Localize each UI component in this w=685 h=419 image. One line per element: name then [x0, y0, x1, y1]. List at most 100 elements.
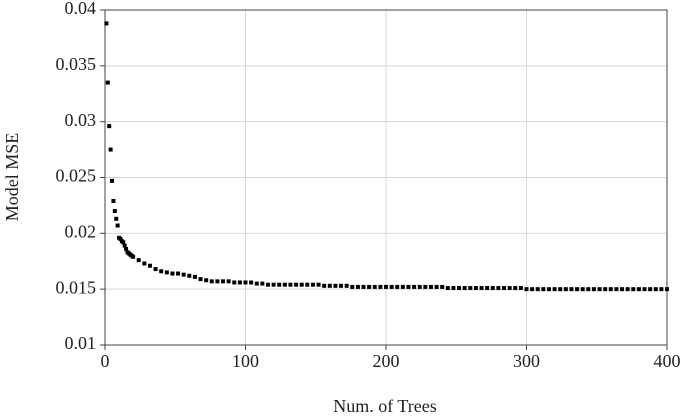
point	[111, 198, 116, 203]
x-axis-title: Num. of Trees	[333, 396, 437, 416]
point	[282, 282, 287, 287]
point	[294, 282, 299, 287]
point	[552, 287, 557, 292]
point	[271, 282, 276, 287]
point	[107, 124, 112, 129]
point	[198, 277, 203, 282]
point	[625, 287, 630, 292]
point	[642, 287, 647, 292]
point	[496, 286, 501, 291]
point	[104, 21, 109, 26]
point	[226, 279, 231, 284]
point	[288, 282, 293, 287]
point	[417, 284, 422, 289]
point	[412, 284, 417, 289]
point	[653, 287, 658, 292]
point	[580, 287, 585, 292]
point	[350, 284, 355, 289]
point	[209, 279, 214, 284]
point	[105, 80, 110, 85]
point	[608, 287, 613, 292]
point	[479, 286, 484, 291]
point	[428, 284, 433, 289]
point	[524, 287, 529, 292]
point	[327, 283, 332, 288]
point	[333, 283, 338, 288]
point	[507, 286, 512, 291]
point	[192, 274, 197, 279]
x-tick-label: 0	[101, 351, 110, 371]
x-tick-label: 300	[513, 351, 540, 371]
point	[243, 280, 248, 285]
point	[423, 284, 428, 289]
point	[305, 282, 310, 287]
point	[237, 280, 242, 285]
point	[384, 284, 388, 289]
point	[142, 261, 147, 266]
y-tick-label: 0.03	[65, 110, 97, 130]
point	[535, 287, 540, 292]
point	[339, 283, 344, 288]
point	[367, 284, 372, 289]
point	[136, 258, 141, 263]
x-tick-label: 100	[232, 351, 259, 371]
point	[187, 273, 192, 278]
point	[110, 178, 115, 183]
point	[260, 281, 265, 286]
point	[153, 267, 158, 272]
point	[518, 286, 523, 291]
point	[440, 284, 445, 289]
point	[310, 282, 315, 287]
point	[115, 223, 120, 228]
point	[147, 263, 152, 268]
point	[118, 236, 123, 241]
point	[221, 279, 226, 284]
y-tick-label: 0.01	[65, 333, 97, 353]
point	[249, 280, 254, 285]
point	[620, 287, 625, 292]
point	[176, 271, 181, 276]
y-axis-title: Model MSE	[2, 133, 22, 222]
point	[445, 286, 450, 291]
point	[344, 283, 349, 288]
point	[395, 284, 400, 289]
point	[181, 272, 186, 277]
point	[204, 278, 209, 283]
point	[124, 246, 129, 251]
point	[502, 286, 507, 291]
point	[108, 147, 113, 152]
plot-frame	[104, 9, 668, 346]
point	[569, 287, 574, 292]
x-tick-label: 400	[654, 351, 681, 371]
point	[215, 279, 220, 284]
point	[316, 282, 321, 287]
point	[462, 286, 467, 291]
point	[232, 280, 237, 285]
point	[530, 287, 535, 292]
point	[659, 287, 664, 292]
point	[575, 287, 580, 292]
point	[614, 287, 619, 292]
point	[603, 287, 608, 292]
point	[355, 284, 360, 289]
point	[473, 286, 478, 291]
point	[457, 286, 462, 291]
y-tick-label: 0.025	[56, 166, 97, 186]
point	[400, 284, 405, 289]
point	[451, 286, 456, 291]
point	[563, 287, 568, 292]
x-tick-label: 200	[373, 351, 400, 371]
point	[361, 284, 366, 289]
point	[468, 286, 473, 291]
point	[122, 243, 127, 248]
point	[541, 287, 546, 292]
point	[112, 209, 117, 213]
point	[490, 286, 495, 291]
y-tick-label: 0.02	[65, 221, 97, 241]
point	[131, 254, 136, 259]
point	[164, 270, 169, 275]
point	[121, 240, 126, 245]
point	[389, 284, 394, 289]
y-tick-label: 0.04	[65, 0, 97, 18]
